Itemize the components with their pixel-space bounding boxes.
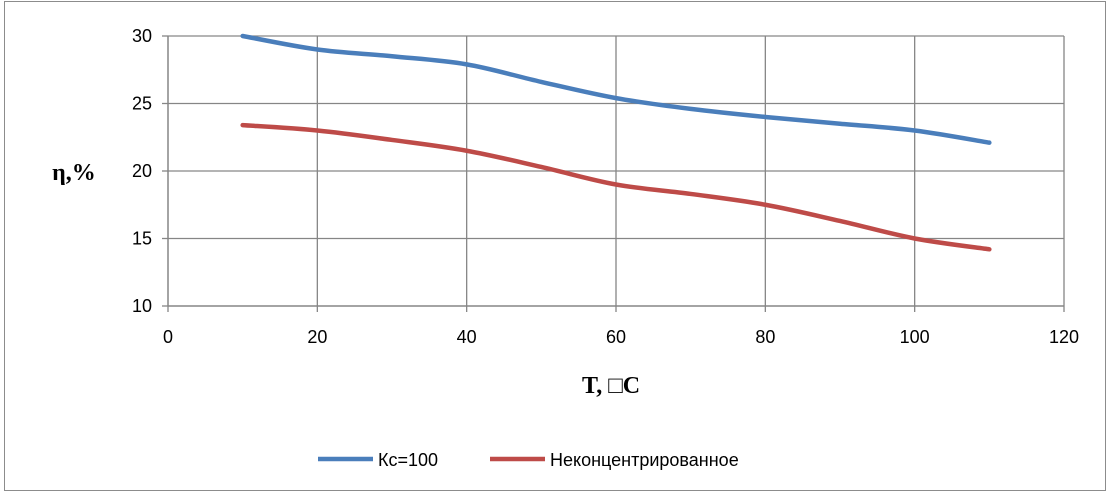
gridlines: [168, 35, 1065, 306]
x-tick-label: 60: [606, 327, 626, 347]
tick-labels: 10 15 20 25 30 0 20 40 60 80 100 120: [132, 26, 1079, 347]
y-tick-label: 15: [132, 229, 152, 249]
x-tick-label: 120: [1049, 327, 1079, 347]
axes: [162, 35, 1065, 312]
y-tick-label: 30: [132, 26, 152, 46]
x-tick-label: 100: [900, 327, 930, 347]
y-tick-label: 20: [132, 161, 152, 181]
y-tick-label: 25: [132, 94, 152, 114]
chart-area: [4, 1, 1106, 491]
x-tick-label: 40: [457, 327, 477, 347]
x-tick-label: 0: [163, 327, 173, 347]
legend-label-2: Неконцентрированное: [550, 450, 739, 470]
x-axis-title: T, □C: [582, 373, 640, 399]
series-line-1: [240, 33, 992, 145]
y-tick-label: 10: [132, 296, 152, 316]
series-line-2: [240, 122, 992, 252]
legend-label-1: Кс=100: [378, 450, 438, 470]
x-tick-label: 80: [755, 327, 775, 347]
x-tick-label: 20: [307, 327, 327, 347]
y-axis-title: η,%: [52, 160, 96, 186]
legend: Кс=100 Неконцентрированное: [318, 450, 739, 470]
series-layer: [240, 33, 992, 252]
